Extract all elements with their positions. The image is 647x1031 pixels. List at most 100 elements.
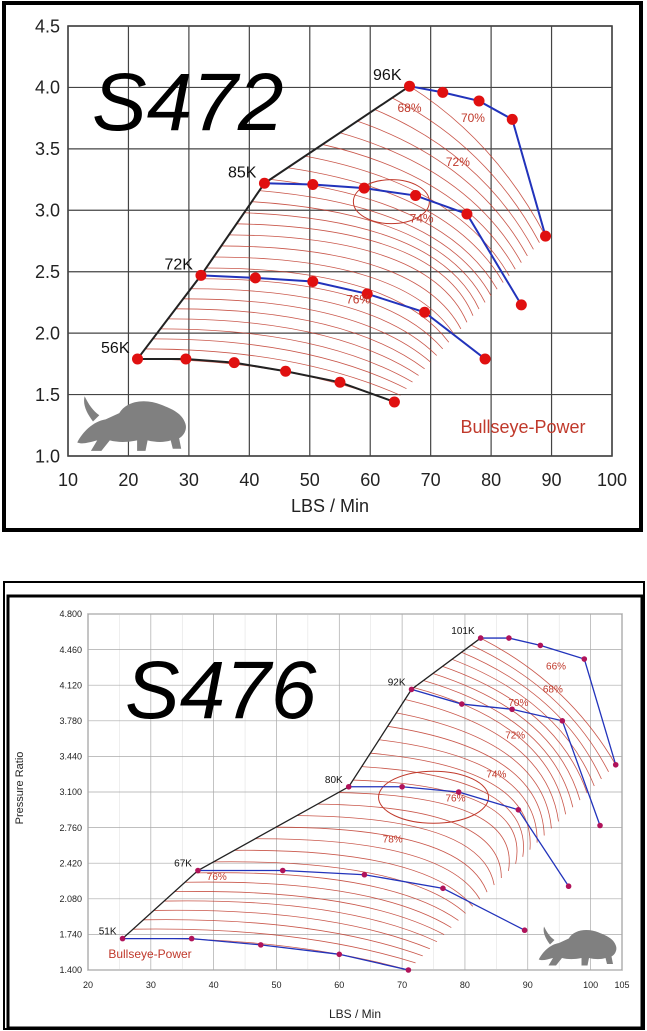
speed-point (565, 883, 572, 890)
s476-brand: Bullseye-Power (108, 947, 191, 961)
speed-point (249, 272, 261, 284)
efficiency-label: 72% (446, 155, 470, 169)
efficiency-contour (413, 687, 567, 815)
x-tick-label: 40 (239, 470, 259, 490)
efficiency-contour (236, 223, 474, 316)
speed-point (612, 761, 619, 768)
speed-line-72k (200, 274, 486, 360)
bull-logo-icon (77, 396, 186, 451)
y-tick-label: 2.080 (59, 894, 82, 904)
x-tick-label: 90 (523, 980, 533, 990)
speed-point (388, 396, 400, 408)
efficiency-contour (198, 278, 444, 350)
efficiency-contour (470, 644, 609, 773)
efficiency-contour (404, 699, 559, 822)
efficiency-label: 68% (397, 101, 421, 115)
efficiency-label: 66% (546, 661, 566, 672)
efficiency-contour (442, 666, 588, 794)
efficiency-contour (409, 85, 546, 237)
y-tick-label: 3.0 (35, 201, 60, 221)
speed-point (461, 208, 473, 220)
speed-point (257, 942, 264, 948)
s472-chart: 56K 72K 85K 96K 68% 70% 72% 74% 76% 10 20 30 40 50 60… (2, 1, 643, 532)
speed-point (537, 642, 544, 649)
efficiency-contour (145, 348, 401, 396)
speed-point (440, 885, 446, 892)
efficiency-contour (160, 328, 413, 383)
speed-point (455, 789, 462, 795)
efficiency-contour (353, 779, 518, 864)
speed-point (228, 357, 240, 369)
speed-point (334, 376, 346, 388)
x-tick-label: 105 (614, 980, 629, 990)
x-tick-label: 60 (360, 470, 380, 490)
y-tick-label: 4.460 (59, 645, 82, 655)
efficiency-contour (317, 803, 502, 879)
x-tick-label: 70 (397, 980, 407, 990)
speed-point (477, 635, 484, 641)
efficiency-contour (378, 739, 538, 843)
speed-point (336, 951, 343, 958)
efficiency-contour (396, 712, 552, 829)
speed-point (410, 190, 422, 202)
efficiency-contour (183, 298, 431, 363)
speed-point (279, 867, 286, 874)
efficiency-contour (213, 256, 456, 336)
efficiency-contour (174, 891, 445, 935)
speed-line-85k (264, 182, 523, 306)
s472-brand: Bullseye-Power (460, 417, 585, 437)
x-tick-label: 30 (146, 980, 156, 990)
efficiency-contour (152, 338, 407, 390)
x-tick-label: 80 (460, 980, 470, 990)
s476-frame (3, 581, 645, 1030)
speed-label-85k: 85K (228, 164, 257, 181)
y-tick-label: 1.400 (59, 965, 82, 975)
surge-line (136, 85, 411, 360)
efficiency-label: 68% (543, 685, 563, 696)
y-tick-label: 4.800 (59, 609, 82, 619)
speed-label-96k: 96K (373, 67, 402, 84)
efficiency-contour (432, 673, 581, 801)
x-tick-label: 50 (300, 470, 320, 490)
speed-point (408, 686, 415, 693)
y-tick-label: 2.420 (59, 858, 82, 868)
efficiency-contour (338, 792, 510, 871)
x-tick-label: 50 (271, 980, 281, 990)
speed-point (509, 706, 515, 713)
speed-point (419, 306, 431, 318)
speed-point (515, 299, 527, 311)
y-tick-label: 3.5 (35, 139, 60, 159)
efficiency-contour (451, 658, 595, 787)
speed-label-67k: 67K (174, 859, 192, 870)
speed-point (361, 288, 373, 300)
efficiency-contour (132, 928, 416, 964)
speed-point (132, 353, 144, 365)
efficiency-contour (259, 190, 492, 296)
speed-point (515, 807, 522, 813)
speed-point (437, 86, 449, 98)
efficiency-contour (175, 308, 425, 370)
speed-point (399, 783, 405, 790)
efficiency-contour (251, 201, 486, 303)
speed-label-72k: 72K (165, 256, 194, 273)
s476-title: S476 (125, 645, 317, 736)
speed-point (506, 635, 512, 641)
y-tick-label: 1.0 (35, 446, 60, 466)
speed-label-101k: 101K (451, 626, 475, 637)
speed-point (405, 967, 412, 973)
x-tick-label: 100 (583, 980, 598, 990)
efficiency-island (378, 770, 490, 824)
efficiency-label: 74% (410, 212, 434, 226)
efficiency-contour (387, 725, 545, 836)
efficiency-contour (255, 838, 481, 900)
speed-label-56k: 56K (101, 340, 130, 357)
efficiency-contour (143, 919, 423, 957)
x-tick-label: 20 (83, 980, 93, 990)
efficiency-contour (206, 267, 450, 343)
efficiency-island (352, 179, 430, 225)
x-tick-label: 30 (179, 470, 199, 490)
efficiency-contour (213, 861, 466, 914)
y-tick-label: 4.120 (59, 680, 82, 690)
efficiency-contour (304, 155, 510, 277)
